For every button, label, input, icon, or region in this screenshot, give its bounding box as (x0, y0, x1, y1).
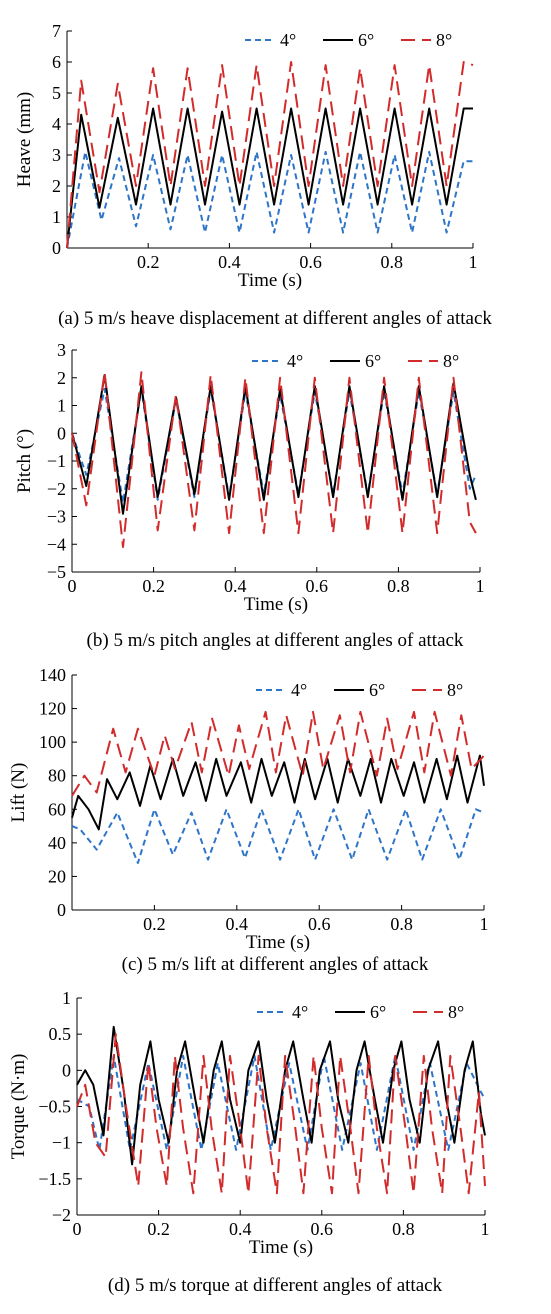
y-axis-label: Heave (mm) (14, 92, 35, 187)
x-tick-label: 1 (481, 1219, 490, 1239)
x-tick-label: 0.6 (299, 252, 322, 272)
y-tick-label: −5 (47, 562, 66, 582)
y-tick-label: 140 (39, 665, 66, 685)
x-axis-label: Time (s) (249, 1237, 313, 1258)
series-line (71, 710, 485, 797)
x-tick-label: 0.4 (224, 576, 247, 596)
legend-label: 4° (287, 351, 303, 371)
x-tick-label: 1 (480, 914, 489, 934)
x-tick-label: 0 (73, 1219, 82, 1239)
legend-label: 4° (280, 30, 296, 50)
y-tick-label: 2 (52, 176, 61, 196)
series-line (71, 371, 477, 548)
legend-label: 8° (448, 1002, 464, 1022)
y-axis-label: Lift (N) (8, 763, 29, 823)
legend-label: 6° (370, 1002, 386, 1022)
series-line (66, 107, 473, 249)
series-line (66, 61, 474, 249)
legend-label: 4° (292, 1002, 308, 1022)
y-tick-label: −4 (47, 534, 66, 554)
x-tick-label: 0.8 (387, 576, 410, 596)
legend-label: 8° (443, 351, 459, 371)
y-tick-label: 60 (48, 799, 66, 819)
x-tick-label: 0.2 (143, 914, 166, 934)
x-tick-label: 1 (476, 576, 485, 596)
x-tick-label: 0.4 (226, 914, 249, 934)
x-tick-label: 0.4 (218, 252, 241, 272)
y-tick-label: −0.5 (38, 1097, 71, 1117)
series-line (76, 1025, 486, 1166)
y-axis-label: Pitch (°) (14, 429, 35, 493)
x-tick-label: 0.8 (381, 252, 404, 272)
series-line (71, 808, 485, 864)
y-tick-label: −2 (52, 1205, 71, 1225)
y-tick-label: 1 (62, 988, 71, 1008)
legend-label: 6° (369, 680, 385, 700)
x-tick-label: 0.6 (311, 1219, 334, 1239)
chart-d: 0 0.2 0.4 0.6 0.8 1 −2 −1.5 −1 −0.5 0 0.5 1 Time (s) T… (8, 988, 490, 1296)
y-tick-label: −1 (47, 451, 66, 471)
chart-c: 0.2 0.4 0.6 0.8 1 0 20 40 60 80 100 120 140 Time (s) L… (8, 665, 489, 975)
y-axis-label: Torque (N·m) (8, 1054, 29, 1160)
y-tick-label: 1 (57, 396, 66, 416)
x-tick-label: 0.6 (306, 576, 329, 596)
chart-a: 0.2 0.4 0.6 0.8 1 0 1 2 3 4 5 6 7 Time (s) Heave (mm) 4… (14, 21, 492, 329)
x-tick-label: 0.4 (229, 1219, 252, 1239)
x-tick-label: 0.2 (137, 252, 160, 272)
y-tick-label: 5 (52, 83, 61, 103)
y-tick-label: 0 (57, 900, 66, 920)
legend-label: 4° (291, 680, 307, 700)
chart-caption: (a) 5 m/s heave displacement at differen… (58, 308, 492, 329)
y-tick-label: 1 (52, 207, 61, 227)
y-tick-label: 0 (62, 1060, 71, 1080)
legend-label: 8° (436, 30, 452, 50)
x-tick-label: 1 (469, 252, 478, 272)
y-tick-label: 0 (52, 238, 61, 258)
x-axis-label: Time (s) (244, 594, 308, 615)
x-axis-label: Time (s) (238, 270, 302, 291)
y-tick-label: 0 (57, 423, 66, 443)
y-tick-label: 40 (48, 833, 66, 853)
chart-caption: (c) 5 m/s lift at different angles of at… (122, 954, 429, 975)
y-tick-label: 0.5 (49, 1024, 72, 1044)
y-tick-label: 7 (52, 21, 61, 41)
y-tick-label: 2 (57, 368, 66, 388)
legend: 4° 6° 8° (245, 30, 452, 50)
series-line (71, 754, 485, 831)
x-tick-label: 0.2 (147, 1219, 170, 1239)
legend: 4° 6° 8° (257, 1002, 464, 1022)
y-tick-label: −1.5 (38, 1169, 71, 1189)
x-tick-label: 0.8 (390, 914, 413, 934)
y-tick-label: 4 (52, 114, 61, 134)
x-axis-label: Time (s) (246, 932, 310, 953)
x-tick-label: 0.8 (392, 1219, 415, 1239)
y-tick-label: 6 (52, 52, 61, 72)
x-tick-label: 0.6 (308, 914, 331, 934)
y-tick-label: −2 (47, 479, 66, 499)
y-tick-label: −3 (47, 507, 66, 527)
legend-label: 6° (365, 351, 381, 371)
y-tick-label: 100 (39, 732, 66, 752)
y-tick-label: 3 (52, 145, 61, 165)
y-tick-label: 3 (57, 340, 66, 360)
x-tick-label: 0 (68, 576, 77, 596)
legend: 4° 6° 8° (256, 680, 463, 700)
y-tick-label: 20 (48, 866, 66, 886)
legend-label: 6° (358, 30, 374, 50)
series-line (66, 150, 473, 249)
legend: 4° 6° 8° (252, 351, 459, 371)
legend-label: 8° (447, 680, 463, 700)
y-tick-label: 80 (48, 766, 66, 786)
y-tick-label: 120 (39, 699, 66, 719)
chart-b: 0 0.2 0.4 0.6 0.8 1 −5 −4 −3 −2 −1 0 1 2 3 Time (s) Pitc… (14, 340, 485, 651)
chart-caption: (d) 5 m/s torque at different angles of … (108, 1275, 443, 1296)
chart-caption: (b) 5 m/s pitch angles at different angl… (87, 630, 464, 651)
x-tick-label: 0.2 (142, 576, 165, 596)
series-line (76, 1033, 486, 1195)
y-tick-label: −1 (52, 1133, 71, 1153)
